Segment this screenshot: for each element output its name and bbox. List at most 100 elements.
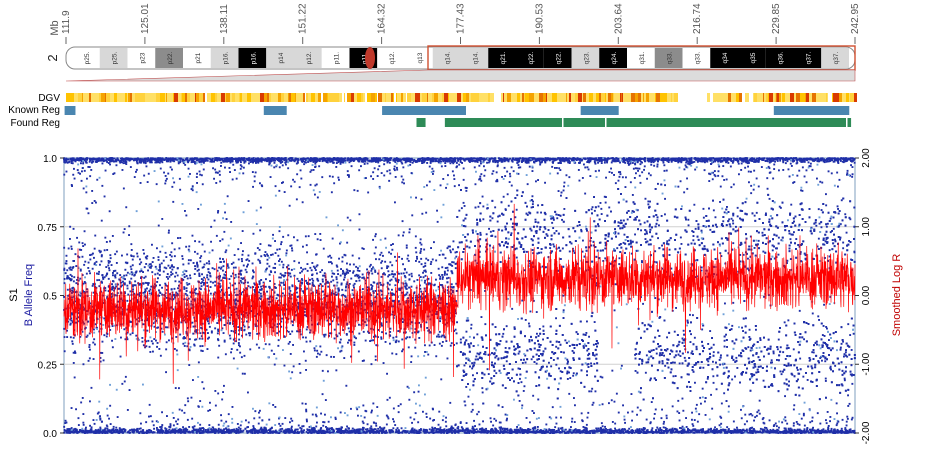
dgv-segment: [488, 93, 490, 102]
baf-point: [149, 161, 151, 163]
baf-point: [431, 427, 433, 429]
baf-point: [243, 430, 245, 432]
baf-point: [578, 432, 580, 434]
mb-tick-label: 138.11: [219, 4, 230, 34]
baf-point: [294, 431, 296, 433]
baf-point: [212, 158, 214, 160]
baf-point: [642, 158, 644, 160]
baf-point: [115, 427, 117, 429]
dgv-segment: [656, 93, 660, 102]
baf-point: [204, 158, 206, 160]
baf-point: [623, 158, 625, 160]
dgv-segment: [253, 93, 254, 102]
dgv-segment: [760, 93, 763, 102]
dgv-segment: [524, 93, 525, 102]
dgv-segment: [141, 93, 145, 102]
baf-point: [724, 432, 726, 434]
dgv-segment: [638, 93, 641, 102]
baf-point: [565, 429, 567, 431]
baf-point: [445, 430, 447, 432]
chromosome-band-label: p11.: [334, 52, 341, 64]
baf-point: [238, 158, 240, 160]
dgv-segment: [589, 93, 593, 102]
chromosome-band-label: p25.: [112, 51, 119, 64]
baf-point: [440, 432, 442, 434]
baf-point: [351, 157, 353, 159]
baf-point: [364, 161, 366, 163]
dgv-segment: [617, 93, 620, 102]
dgv-segment: [318, 93, 321, 102]
dgv-segment: [119, 93, 121, 102]
dgv-track[interactable]: [66, 93, 857, 102]
dgv-segment: [251, 93, 253, 102]
baf-point: [72, 162, 74, 164]
dgv-segment: [471, 93, 474, 102]
baf-point: [365, 159, 367, 161]
baf-point: [528, 162, 530, 164]
baf-point: [133, 430, 135, 432]
dgv-segment: [190, 93, 191, 102]
baf-point: [307, 432, 309, 434]
dgv-segment: [344, 93, 345, 102]
baf-point: [827, 160, 829, 162]
dgv-segment: [336, 93, 339, 102]
dgv-segment: [166, 93, 167, 102]
baf-point: [755, 160, 757, 162]
dgv-segment: [768, 93, 769, 102]
baf-point: [555, 159, 557, 161]
baf-point: [553, 160, 555, 162]
baf-point: [377, 428, 379, 430]
baf-point: [610, 157, 612, 159]
baf-point: [283, 157, 285, 159]
baf-point: [463, 430, 465, 432]
dgv-segment: [434, 93, 436, 102]
baf-point: [194, 162, 196, 164]
baf-point: [642, 429, 644, 431]
dgv-segment: [389, 93, 391, 102]
baf-point: [401, 427, 403, 429]
dgv-segment: [766, 93, 768, 102]
baf-point: [755, 431, 757, 433]
baf-point: [661, 159, 663, 161]
baf-point: [300, 159, 302, 161]
found-reg-track[interactable]: [416, 118, 851, 127]
dgv-segment: [652, 93, 655, 102]
dgv-segment: [482, 93, 486, 102]
known-reg-track[interactable]: [65, 106, 850, 115]
dgv-segment: [739, 93, 742, 102]
baf-point: [236, 428, 238, 430]
dgv-segment: [811, 93, 812, 102]
dgv-segment: [235, 93, 238, 102]
baf-point: [269, 160, 271, 162]
dgv-segment: [128, 93, 130, 102]
mb-tick-label: 177.43: [456, 3, 467, 34]
baf-point: [350, 159, 352, 161]
baf-point: [831, 429, 833, 431]
baf-point: [570, 426, 572, 428]
dgv-segment: [713, 93, 717, 102]
dgv-segment: [551, 93, 552, 102]
baf-point: [597, 428, 599, 430]
dgv-segment: [789, 93, 790, 102]
dgv-segment: [404, 93, 406, 102]
chromosome-band-label: q37.: [833, 51, 840, 64]
baf-point: [541, 161, 543, 163]
baf-point: [604, 426, 606, 428]
baf-point: [367, 428, 369, 430]
baf-point: [148, 159, 150, 161]
baf-point: [150, 430, 152, 432]
dgv-segment: [842, 93, 846, 102]
dgv-segment: [69, 93, 73, 102]
dgv-segment: [225, 93, 226, 102]
dgv-segment: [73, 93, 74, 102]
dgv-segment: [846, 93, 849, 102]
baf-point: [514, 429, 516, 431]
baf-point: [251, 158, 253, 160]
baf-point: [724, 158, 726, 160]
dgv-segment: [606, 93, 608, 102]
baf-point: [227, 160, 229, 162]
dgv-segment: [769, 93, 773, 102]
baf-point: [141, 431, 143, 433]
baf-point: [766, 158, 768, 160]
